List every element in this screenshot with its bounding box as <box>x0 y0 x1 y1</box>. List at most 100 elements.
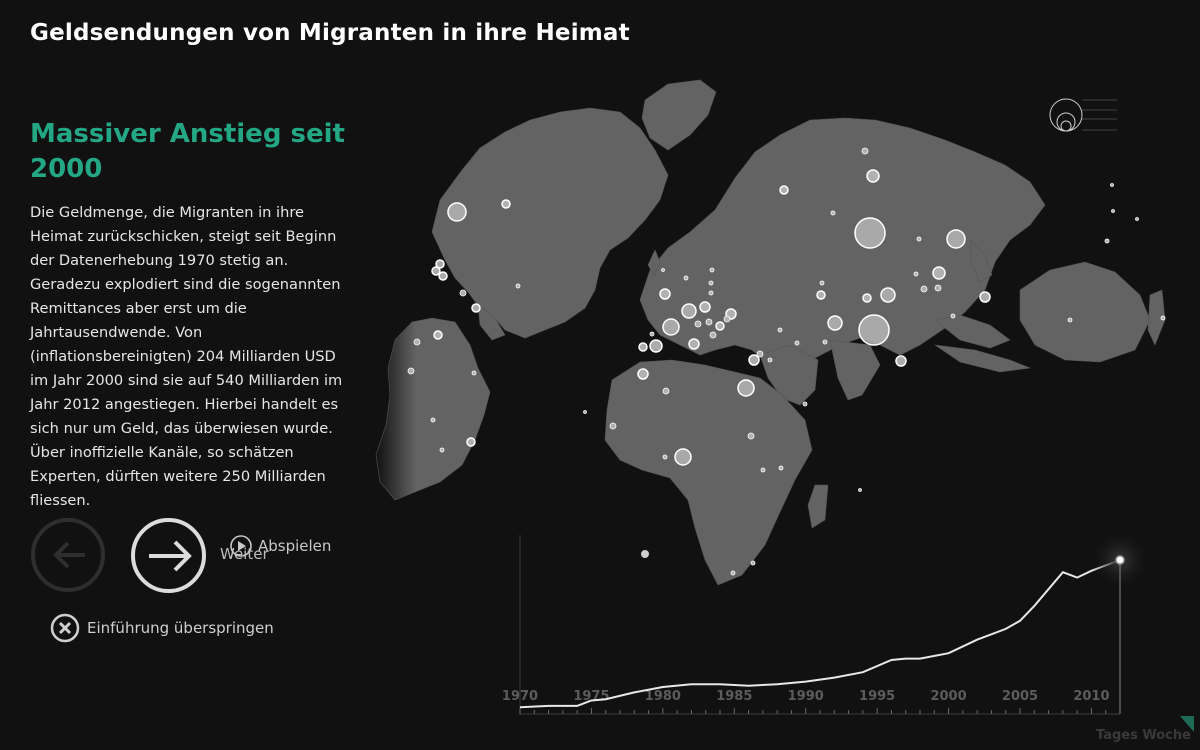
play-icon <box>230 535 252 557</box>
country-bubble[interactable] <box>748 354 760 366</box>
country-bubble[interactable] <box>1110 183 1114 187</box>
country-bubble[interactable] <box>802 401 808 407</box>
country-bubble[interactable] <box>827 315 843 331</box>
back-button[interactable] <box>31 518 105 592</box>
country-bubble[interactable] <box>1104 238 1110 244</box>
country-bubble[interactable] <box>471 303 481 313</box>
story-body: Die Geldmenge, die Migranten in ihre Hei… <box>30 204 343 509</box>
country-bubble[interactable] <box>778 465 784 471</box>
country-bubble[interactable] <box>861 147 869 155</box>
remittance-timeline[interactable]: 1970 1975 1980 1985 1990 1995 2000 2005 2010 <box>500 530 1160 725</box>
page-title: Geldsendungen von Migranten in ihre Heim… <box>30 20 630 46</box>
country-bubble[interactable] <box>674 448 692 466</box>
country-bubble[interactable] <box>819 280 825 286</box>
country-bubble[interactable] <box>715 321 725 331</box>
country-bubble[interactable] <box>433 330 443 340</box>
country-bubble[interactable] <box>662 454 668 460</box>
country-bubble[interactable] <box>447 202 467 222</box>
next-button[interactable] <box>131 518 206 593</box>
country-bubble[interactable] <box>662 387 670 395</box>
country-bubble[interactable] <box>1067 317 1073 323</box>
year-label: 2000 <box>930 689 966 704</box>
country-bubble[interactable] <box>760 467 766 473</box>
country-bubble[interactable] <box>459 289 467 297</box>
country-bubble[interactable] <box>637 368 649 380</box>
year-label: 1985 <box>716 689 752 704</box>
country-bubble[interactable] <box>681 303 697 319</box>
country-bubble[interactable] <box>439 447 445 453</box>
year-handle[interactable] <box>1115 555 1125 565</box>
country-bubble[interactable] <box>747 432 755 440</box>
country-bubble[interactable] <box>794 340 800 346</box>
country-bubble[interactable] <box>730 570 736 576</box>
country-bubble[interactable] <box>895 355 907 367</box>
country-bubble[interactable] <box>431 266 441 276</box>
country-bubble[interactable] <box>880 287 896 303</box>
country-bubble[interactable] <box>709 267 715 273</box>
skip-label: Einführung überspringen <box>87 619 274 637</box>
country-bubble[interactable] <box>920 285 928 293</box>
arrow-right-icon <box>149 540 192 572</box>
country-bubble[interactable] <box>854 217 886 249</box>
skip-intro-button[interactable]: Einführung überspringen <box>50 613 274 643</box>
country-bubble[interactable] <box>777 327 783 333</box>
country-bubble[interactable] <box>862 293 872 303</box>
country-bubble[interactable] <box>659 288 671 300</box>
landmass-japan <box>969 239 993 283</box>
country-bubble[interactable] <box>756 350 764 358</box>
play-button[interactable]: Abspielen <box>230 535 331 557</box>
country-bubble[interactable] <box>858 488 862 492</box>
country-bubble[interactable] <box>1111 209 1115 213</box>
country-bubble[interactable] <box>699 301 711 313</box>
year-label: 1995 <box>859 689 895 704</box>
country-bubble[interactable] <box>1160 315 1166 321</box>
country-bubble[interactable] <box>830 210 836 216</box>
country-bubble[interactable] <box>950 313 956 319</box>
country-bubble[interactable] <box>407 367 415 375</box>
country-bubble[interactable] <box>662 318 680 336</box>
country-bubble[interactable] <box>435 259 445 269</box>
country-bubble[interactable] <box>438 271 448 281</box>
country-bubble[interactable] <box>979 291 991 303</box>
country-bubble[interactable] <box>501 199 511 209</box>
country-bubble[interactable] <box>916 236 922 242</box>
country-bubble[interactable] <box>858 314 890 346</box>
country-bubble[interactable] <box>779 185 789 195</box>
landmass-greenland <box>641 79 717 151</box>
country-bubble[interactable] <box>515 283 521 289</box>
landmass-india <box>829 339 881 401</box>
country-bubble[interactable] <box>661 268 665 272</box>
stray-bubble <box>641 550 649 558</box>
landmass-australia <box>1019 261 1151 363</box>
year-label: 1975 <box>573 689 609 704</box>
country-bubble[interactable] <box>750 560 756 566</box>
country-bubble[interactable] <box>430 417 436 423</box>
country-bubble[interactable] <box>946 229 966 249</box>
country-bubble[interactable] <box>683 275 689 281</box>
country-bubble[interactable] <box>932 266 946 280</box>
country-bubble[interactable] <box>913 271 919 277</box>
country-bubble[interactable] <box>583 410 587 414</box>
country-bubble[interactable] <box>471 370 477 376</box>
country-bubble[interactable] <box>638 342 648 352</box>
country-bubble[interactable] <box>649 339 663 353</box>
country-bubble[interactable] <box>413 338 421 346</box>
country-bubble[interactable] <box>709 331 717 339</box>
country-bubble[interactable] <box>609 422 617 430</box>
country-bubble[interactable] <box>694 320 702 328</box>
country-bubble[interactable] <box>705 318 713 326</box>
country-bubble[interactable] <box>767 357 773 363</box>
country-bubble[interactable] <box>466 437 476 447</box>
country-bubble[interactable] <box>737 379 755 397</box>
world-map[interactable] <box>360 60 1180 600</box>
country-bubble[interactable] <box>934 284 942 292</box>
country-bubble[interactable] <box>723 315 731 323</box>
country-bubble[interactable] <box>866 169 880 183</box>
country-bubble[interactable] <box>1135 217 1139 221</box>
country-bubble[interactable] <box>708 290 714 296</box>
country-bubble[interactable] <box>708 280 714 286</box>
country-bubble[interactable] <box>649 331 655 337</box>
country-bubble[interactable] <box>688 338 700 350</box>
country-bubble[interactable] <box>816 290 826 300</box>
country-bubble[interactable] <box>822 339 828 345</box>
